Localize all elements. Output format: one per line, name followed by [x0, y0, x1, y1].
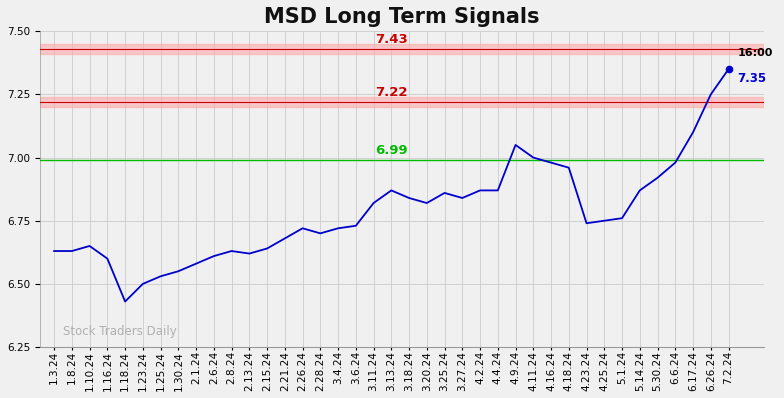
Text: 16:00: 16:00 [738, 48, 773, 58]
Text: 7.35: 7.35 [738, 72, 767, 85]
Text: 7.22: 7.22 [375, 86, 408, 99]
Title: MSD Long Term Signals: MSD Long Term Signals [264, 7, 539, 27]
Text: 6.99: 6.99 [375, 144, 408, 157]
Text: Stock Traders Daily: Stock Traders Daily [63, 325, 176, 338]
Text: 7.43: 7.43 [375, 33, 408, 46]
Bar [40, 45, 764, 53]
Bar [40, 98, 764, 107]
